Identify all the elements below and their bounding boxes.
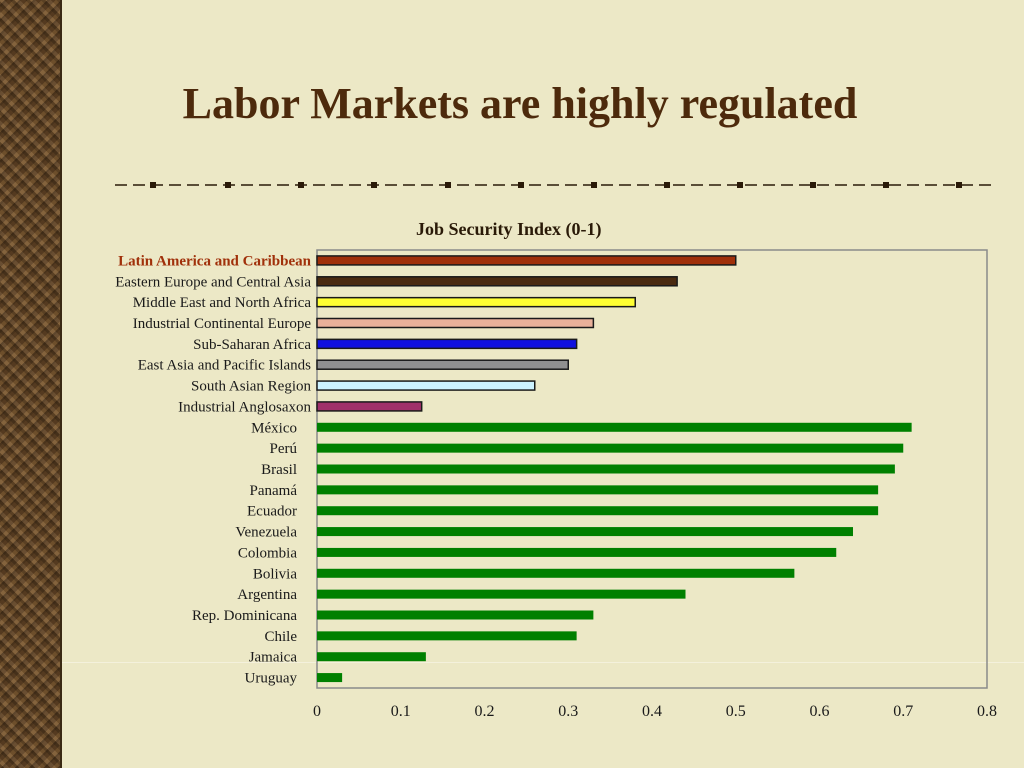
decorative-divider — [115, 182, 995, 188]
category-label-17: Rep. Dominicana — [192, 608, 297, 624]
category-label-12: Ecuador — [247, 504, 297, 520]
x-tick-label-0: 0 — [313, 703, 321, 720]
category-label-10: Brasil — [261, 462, 297, 478]
bar-0 — [316, 255, 737, 266]
bar-16 — [317, 589, 686, 599]
category-label-2: Middle East and North Africa — [133, 295, 312, 311]
category-label-7: Industrial Anglosaxon — [178, 399, 311, 415]
category-label-13: Venezuela — [235, 525, 297, 541]
bar-6 — [316, 380, 536, 391]
category-label-9: Perú — [270, 441, 298, 457]
category-label-1: Eastern Europe and Central Asia — [115, 274, 311, 290]
category-label-0: Latin America and Caribbean — [118, 253, 312, 269]
bar-13 — [317, 527, 853, 537]
x-tick-label-2: 0.2 — [475, 703, 495, 720]
x-tick-label-1: 0.1 — [391, 703, 411, 720]
bar-2 — [316, 296, 636, 308]
category-label-19: Jamaica — [249, 650, 298, 666]
bar-3 — [316, 317, 595, 329]
bar-18 — [317, 631, 577, 641]
decorative-left-border — [0, 0, 60, 768]
left-border-edge — [60, 0, 62, 768]
bar-10 — [317, 464, 895, 474]
light-rule — [62, 662, 1024, 663]
category-label-14: Colombia — [238, 545, 298, 561]
bar-4 — [316, 338, 578, 350]
x-tick-label-6: 0.6 — [810, 703, 830, 720]
x-tick-label-5: 0.5 — [726, 703, 746, 720]
chart-title: Job Security Index (0-1) — [416, 219, 602, 239]
category-label-8: México — [251, 420, 297, 436]
bar-20 — [317, 673, 343, 683]
x-tick-label-4: 0.4 — [642, 703, 662, 720]
bar-12 — [317, 506, 879, 516]
bar-9 — [317, 443, 904, 453]
x-tick-label-8: 0.8 — [977, 703, 997, 720]
bar-1 — [316, 276, 678, 287]
category-label-11: Panamá — [250, 483, 298, 499]
category-label-4: Sub-Saharan Africa — [193, 337, 311, 353]
category-label-15: Bolivia — [253, 566, 298, 582]
slide-title: Labor Markets are highly regulated — [182, 79, 858, 128]
category-label-5: East Asia and Pacific Islands — [138, 358, 311, 374]
category-label-18: Chile — [265, 629, 298, 645]
x-tick-label-3: 0.3 — [558, 703, 578, 720]
bar-7 — [316, 401, 423, 412]
x-tick-label-7: 0.7 — [893, 703, 913, 720]
bar-15 — [317, 568, 795, 578]
bar-5 — [316, 359, 569, 370]
bar-14 — [317, 547, 837, 557]
category-label-16: Argentina — [237, 587, 297, 603]
category-label-3: Industrial Continental Europe — [133, 316, 312, 332]
bar-11 — [317, 485, 879, 495]
category-label-6: South Asian Region — [191, 379, 312, 395]
category-label-20: Uruguay — [245, 671, 298, 687]
bar-8 — [317, 422, 912, 432]
bar-17 — [317, 610, 594, 620]
bar-19 — [317, 652, 426, 662]
